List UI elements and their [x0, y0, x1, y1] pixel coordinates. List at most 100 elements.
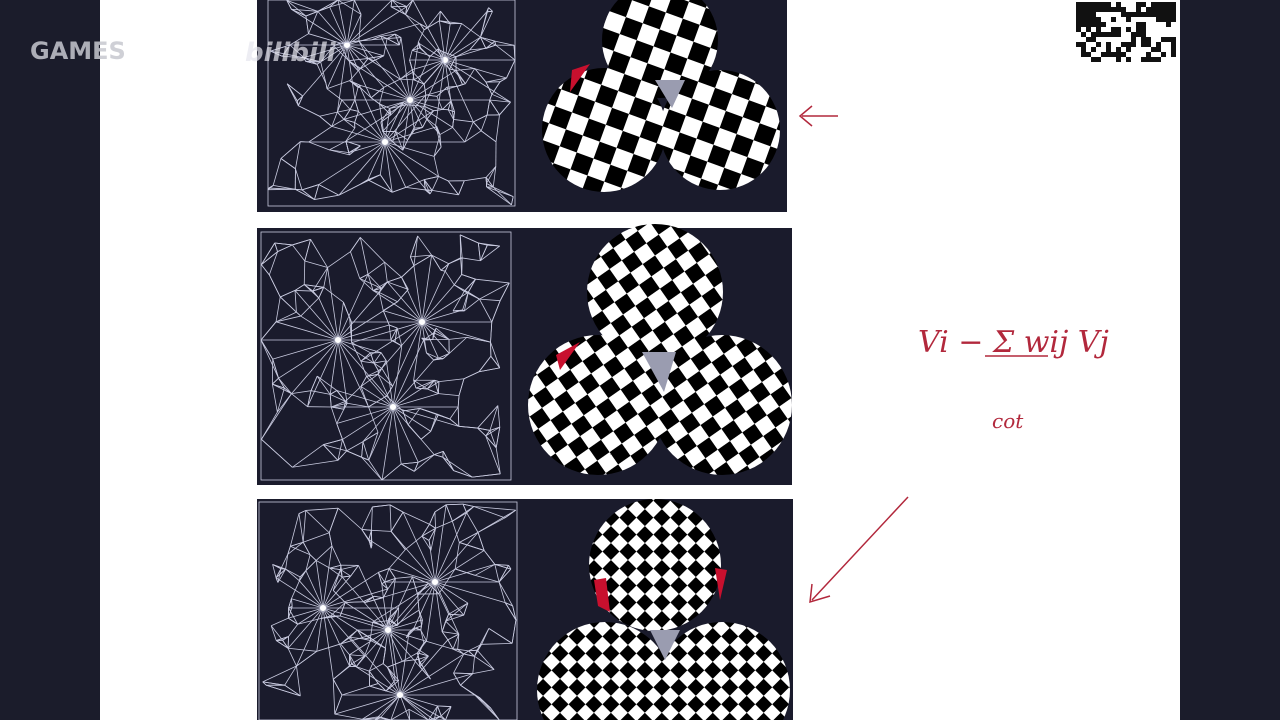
mesh-edge	[426, 380, 435, 390]
mesh-edge	[332, 679, 336, 715]
mesh-edge	[272, 158, 282, 186]
mesh-edge	[355, 655, 365, 667]
mesh-edge	[402, 410, 409, 425]
qr-module	[1096, 17, 1101, 22]
mesh-edge	[431, 254, 449, 265]
mesh-edge	[294, 290, 297, 313]
mesh-edge	[319, 115, 333, 127]
mesh-edge	[336, 390, 394, 408]
mesh-edge	[413, 321, 423, 381]
mesh-edge	[426, 118, 436, 126]
mesh-edge	[449, 406, 459, 420]
mesh-edge	[475, 278, 510, 284]
mesh-edge	[408, 627, 416, 633]
qr-module	[1116, 27, 1121, 32]
mesh-edge	[340, 615, 389, 631]
mesh-edge	[260, 339, 279, 379]
mesh-edge	[379, 174, 393, 193]
mesh-edge	[315, 560, 330, 569]
mesh-edge	[278, 377, 292, 394]
mesh-edge	[316, 375, 331, 395]
mesh-edge	[339, 602, 346, 617]
mesh-edge	[381, 583, 384, 598]
mesh-edge	[287, 648, 297, 667]
mesh-edge	[348, 58, 369, 62]
qr-module	[1086, 52, 1091, 57]
mesh-edge	[400, 78, 415, 81]
mesh-edge	[389, 101, 404, 109]
mesh-edge	[432, 328, 437, 340]
mesh-edge	[449, 418, 460, 427]
sphere	[654, 622, 790, 720]
mesh-edge	[474, 68, 487, 83]
mesh-group	[258, 0, 518, 720]
mesh-edge	[456, 68, 475, 71]
mesh-edge	[384, 578, 396, 583]
mesh-edge	[346, 44, 372, 98]
mesh-edge	[490, 341, 501, 368]
qr-module	[1171, 42, 1176, 47]
mesh-edge	[386, 666, 400, 681]
qr-module	[1141, 12, 1146, 17]
mesh-edge	[417, 41, 421, 49]
mesh-edge	[363, 638, 371, 641]
qr-module	[1096, 22, 1101, 27]
mesh-edge	[349, 654, 365, 657]
hand-arrow	[809, 496, 909, 604]
mesh-edge	[384, 261, 402, 278]
mesh-edge	[402, 658, 419, 662]
sphere	[528, 335, 668, 475]
mesh-edge	[305, 570, 324, 609]
mesh-edge	[394, 327, 398, 342]
mesh-edge	[336, 409, 345, 424]
mesh-edge	[480, 114, 488, 131]
mesh-edge	[345, 127, 356, 142]
mesh-edge	[389, 504, 404, 513]
mesh-edge	[289, 44, 305, 58]
mesh-edge	[464, 121, 474, 143]
mesh-edge	[466, 512, 479, 533]
qr-module	[1086, 27, 1091, 32]
mesh-edge	[297, 618, 321, 625]
mesh-edge	[343, 119, 356, 129]
mesh-edge	[462, 503, 474, 507]
mesh-edge	[280, 290, 296, 298]
mesh-edge	[292, 444, 324, 468]
mesh-edge	[331, 125, 386, 143]
mesh-edge	[381, 368, 394, 387]
qr-module	[1081, 52, 1086, 57]
mesh-edge	[423, 179, 426, 190]
qr-module	[1091, 17, 1096, 22]
mesh-edge	[417, 594, 420, 611]
mesh-edge	[261, 393, 292, 440]
mesh-edge	[405, 535, 423, 550]
qr-module	[1131, 37, 1136, 42]
mesh-edge	[277, 244, 293, 252]
qr-module	[1106, 32, 1111, 37]
mesh-edge	[489, 405, 499, 431]
mesh-edge	[387, 578, 396, 631]
mesh-edge	[350, 237, 361, 252]
qr-module	[1166, 12, 1171, 17]
mesh-vertex	[407, 97, 413, 103]
mesh-edge	[472, 473, 501, 478]
mesh-edge	[442, 456, 454, 471]
mesh-edge	[434, 564, 495, 583]
mesh-edge	[331, 119, 345, 127]
qr-module	[1076, 22, 1081, 27]
mesh-edge	[362, 406, 394, 442]
mesh-edge	[448, 336, 467, 340]
mesh-edge	[340, 629, 389, 645]
qr-module	[1156, 42, 1161, 47]
mesh-edge	[363, 637, 371, 640]
mesh-edge	[426, 581, 436, 642]
qr-module	[1136, 32, 1141, 37]
mesh-edge	[442, 51, 457, 58]
mesh-edge	[402, 511, 430, 525]
mesh-vertex	[385, 627, 391, 633]
mesh-edge	[499, 282, 510, 301]
mesh-edge	[429, 511, 436, 525]
qr-module	[1121, 12, 1126, 17]
mesh-edge	[275, 568, 282, 579]
mesh-edge	[413, 254, 432, 267]
